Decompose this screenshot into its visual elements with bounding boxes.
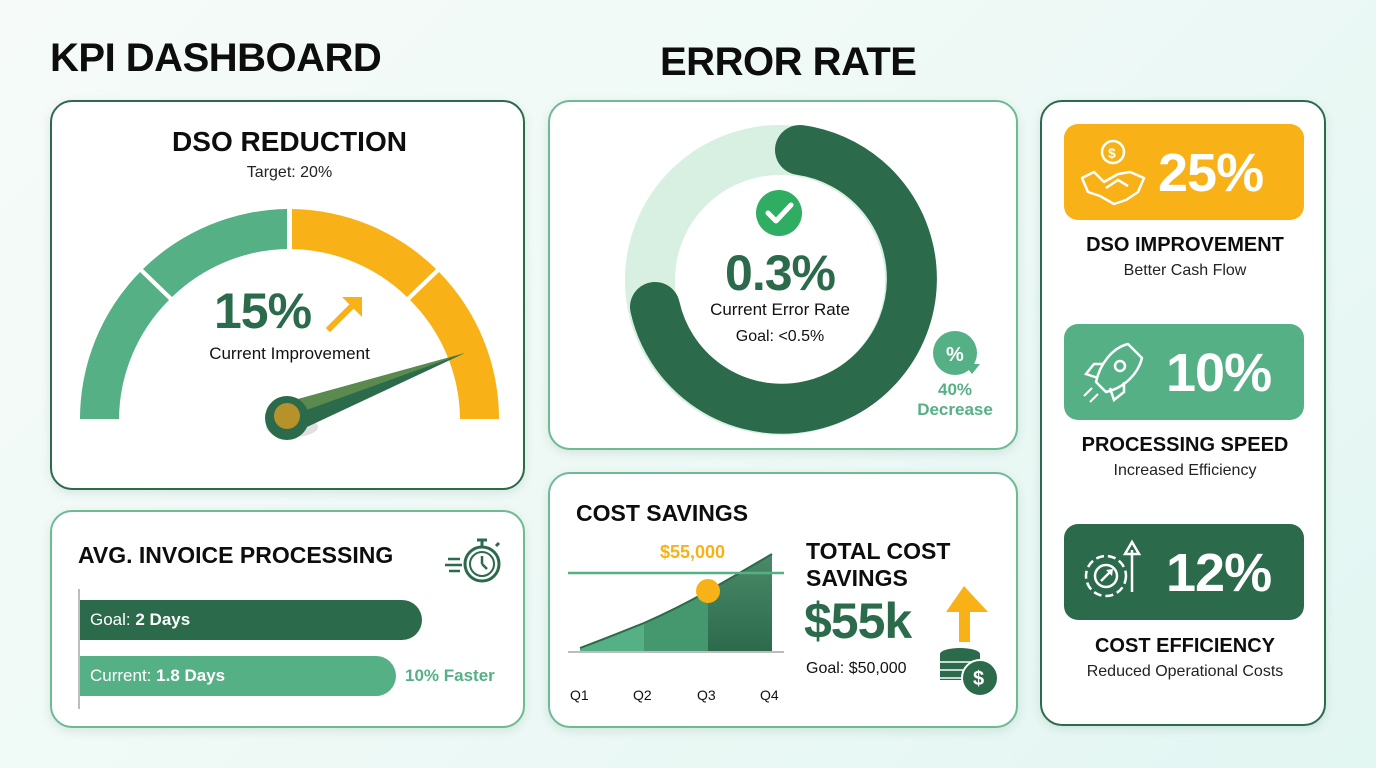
dso-title: DSO REDUCTION [172, 126, 407, 157]
cost-savings-title: COST SAVINGS [576, 500, 749, 526]
page-title: KPI DASHBOARD [50, 36, 382, 80]
kpi-value-dso: 25% [1158, 143, 1264, 203]
error-rate-goal: Goal: <0.5% [735, 328, 825, 345]
q3-marker [696, 579, 720, 603]
error-rate-title: ERROR RATE [660, 40, 917, 84]
savings-goal: Goal: $50,000 [806, 660, 907, 677]
invoice-title: AVG. INVOICE PROCESSING [78, 542, 394, 568]
percent-decrease-icon: % [933, 331, 980, 375]
invoice-delta: 10% Faster [405, 666, 495, 685]
coins-dollar-icon: $ [940, 648, 999, 697]
error-rate-label: Current Error Rate [710, 300, 850, 319]
current-bar-value: 1.8 Days [156, 666, 226, 685]
invoice-processing-card: AVG. INVOICE PROCESSING Goal: 2 Days Cur… [50, 510, 525, 728]
kpi-value-speed: 10% [1166, 343, 1272, 403]
total-savings-value: $55k [804, 593, 912, 649]
kpi-subtitle-speed: Increased Efficiency [1113, 462, 1257, 479]
dso-value: 15% [214, 283, 312, 339]
kpi-subtitle-dso: Better Cash Flow [1123, 262, 1247, 279]
kpi-tile-cost: 12% [1064, 524, 1304, 620]
check-circle-icon [756, 190, 802, 236]
kpi-title-dso: DSO IMPROVEMENT [1086, 234, 1284, 256]
goal-bar: Goal: 2 Days [80, 600, 422, 640]
gear-growth-icon [1084, 539, 1142, 598]
error-rate-value: 0.3% [725, 245, 836, 301]
gauge-needle [265, 353, 465, 440]
kpi-title-cost: COST EFFICIENCY [1094, 635, 1275, 657]
summary-card: $ 25% DSO IMPROVEMENT Better Cash Flow 1… [1040, 100, 1326, 726]
quarter-q1: Q1 [570, 687, 589, 703]
kpi-tile-dso: $ 25% [1064, 124, 1304, 220]
dso-target: Target: 20% [246, 164, 333, 181]
stopwatch-icon [445, 538, 501, 583]
quarter-q3: Q3 [697, 687, 716, 703]
total-savings-title-line1: TOTAL COST [806, 538, 951, 564]
current-bar: Current: 1.8 Days [80, 656, 396, 696]
cost-savings-area-chart: $ [568, 553, 999, 697]
kpi-tile-speed: 10% [1064, 324, 1304, 420]
bar-axis [78, 589, 80, 709]
total-savings-title-line2: SAVINGS [806, 565, 908, 591]
gauge-segments [80, 209, 499, 419]
kpi-value-cost: 12% [1166, 543, 1272, 603]
quarter-q2: Q2 [633, 687, 652, 703]
svg-text:%: % [946, 344, 964, 366]
reference-label: $55,000 [660, 542, 726, 562]
error-rate-ring: % [625, 125, 980, 435]
kpi-subtitle-cost: Reduced Operational Costs [1086, 663, 1284, 680]
error-rate-change-value: 40% [937, 380, 973, 399]
dso-label: Current Improvement [209, 344, 370, 363]
quarter-q4: Q4 [760, 687, 779, 703]
svg-text:$: $ [1108, 145, 1116, 161]
trend-up-arrow-icon [325, 297, 362, 333]
cost-savings-card: COST SAVINGS $ $55,000 Q1 [548, 472, 1018, 728]
rocket-icon [1083, 342, 1144, 403]
handshake-dollar-icon: $ [1080, 139, 1146, 206]
goal-bar-prefix: Goal: [90, 610, 136, 629]
error-rate-change-label: Decrease [917, 400, 993, 419]
gauge-chart [80, 209, 499, 440]
error-rate-card: % 0.3% Current Error Rate Goal: <0.5% 40… [548, 100, 1018, 450]
svg-text:$: $ [973, 668, 984, 690]
savings-up-arrow-icon [946, 586, 988, 642]
kpi-title-speed: PROCESSING SPEED [1081, 434, 1289, 456]
dso-reduction-card: DSO REDUCTION Target: 20% 15% Current Im… [50, 100, 525, 490]
current-bar-prefix: Current: [90, 666, 157, 685]
goal-bar-value: 2 Days [135, 610, 191, 629]
